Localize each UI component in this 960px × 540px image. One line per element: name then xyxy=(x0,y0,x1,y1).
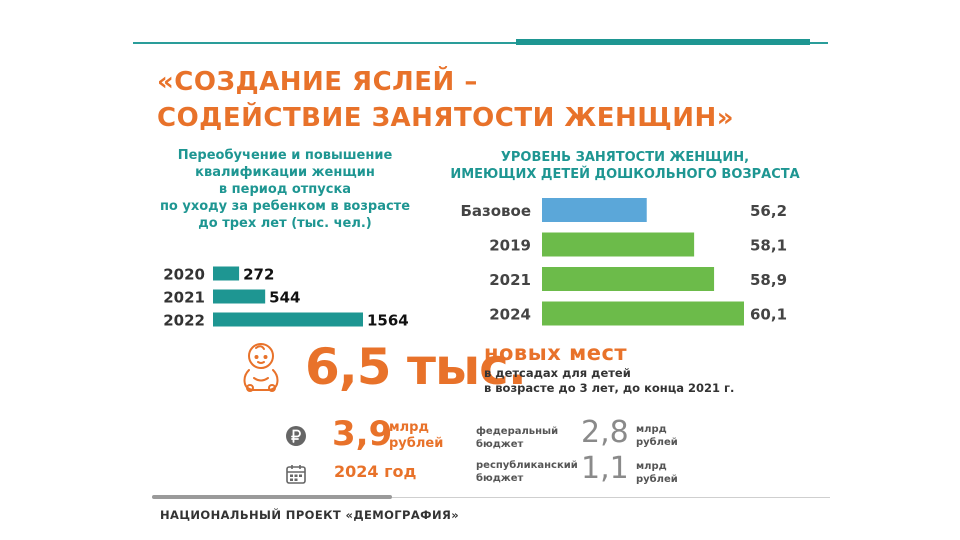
federal-budget-unit: млрд рублей xyxy=(636,423,678,449)
baby-icon xyxy=(243,343,279,392)
retraining-bar xyxy=(213,289,266,304)
federal-budget-unit-line2: рублей xyxy=(636,437,678,448)
employment-title-line: УРОВЕНЬ ЗАНЯТОСТИ ЖЕНЩИН, xyxy=(500,150,750,165)
republic-budget-label-line1: республиканский xyxy=(476,460,578,471)
footer-project-name: НАЦИОНАЛЬНЫЙ ПРОЕКТ «ДЕМОГРАФИЯ» xyxy=(160,508,460,522)
employment-value-label: 58,9 xyxy=(750,271,787,289)
bottom-rule-accent xyxy=(152,495,392,499)
bottom-rule xyxy=(152,497,830,498)
federal-budget-label: федеральный бюджет xyxy=(476,425,558,451)
republic-budget-unit-line1: млрд xyxy=(636,461,667,472)
retraining-year-label: 2020 xyxy=(163,266,205,284)
employment-value-label: 56,2 xyxy=(750,202,787,220)
retraining-bar xyxy=(213,312,363,327)
calendar-icon xyxy=(286,465,306,484)
retraining-title-line: квалификации женщин xyxy=(195,165,375,180)
funding-year: 2024 год xyxy=(334,462,417,481)
retraining-chart-title: Переобучение и повышение квалификации же… xyxy=(130,147,440,232)
employment-category-label: Базовое xyxy=(460,202,531,220)
new-places-line2: в возрасте до 3 лет, до конца 2021 г. xyxy=(484,381,735,395)
employment-bar xyxy=(542,198,647,222)
republic-budget-unit: млрд рублей xyxy=(636,460,678,486)
top-rule xyxy=(133,42,828,44)
employment-value-label: 60,1 xyxy=(750,306,787,324)
employment-category-label: 2021 xyxy=(489,271,531,289)
retraining-title-line: до трех лет (тыс. чел.) xyxy=(198,216,372,231)
employment-bar xyxy=(542,232,695,257)
total-funding-value: 3,9 xyxy=(332,414,393,454)
federal-budget-label-line2: бюджет xyxy=(476,439,524,450)
retraining-value-label: 544 xyxy=(269,289,300,307)
employment-value-label: 58,1 xyxy=(750,237,787,255)
employment-category-label: 2019 xyxy=(489,237,531,255)
new-places-number: 6,5 тыс. xyxy=(305,338,527,396)
retraining-value-label: 1564 xyxy=(367,312,409,330)
employment-bar xyxy=(542,267,715,291)
retraining-bar xyxy=(213,266,240,281)
new-places-headline: новых мест xyxy=(484,341,628,365)
page-title-line1: «СОЗДАНИЕ ЯСЛЕЙ – xyxy=(157,67,478,97)
page-title-line2: СОДЕЙСТВИЕ ЗАНЯТОСТИ ЖЕНЩИН» xyxy=(157,103,735,133)
federal-budget-value: 2,8 xyxy=(581,415,629,450)
retraining-year-label: 2022 xyxy=(163,312,205,330)
total-funding-unit: млрд рублей xyxy=(389,420,443,452)
employment-chart-title: УРОВЕНЬ ЗАНЯТОСТИ ЖЕНЩИН, ИМЕЮЩИХ ДЕТЕЙ … xyxy=(430,149,820,183)
republic-budget-value: 1,1 xyxy=(581,451,629,486)
employment-category-label: 2024 xyxy=(489,306,531,324)
top-rule-accent xyxy=(516,39,810,45)
total-funding-unit-line1: млрд xyxy=(389,420,429,435)
employment-title-line: ИМЕЮЩИХ ДЕТЕЙ ДОШКОЛЬНОГО ВОЗРАСТА xyxy=(450,167,800,182)
retraining-year-label: 2021 xyxy=(163,289,205,307)
page-title: «СОЗДАНИЕ ЯСЛЕЙ – СОДЕЙСТВИЕ ЗАНЯТОСТИ Ж… xyxy=(157,64,777,136)
total-funding-unit-line2: рублей xyxy=(389,436,444,451)
retraining-title-line: в период отпуска xyxy=(218,182,352,197)
federal-budget-unit-line1: млрд xyxy=(636,424,667,435)
new-places-line1: в детсадах для детей xyxy=(484,366,631,380)
retraining-title-line: по уходу за ребенком в возрасте xyxy=(159,199,411,214)
republic-budget-unit-line2: рублей xyxy=(636,474,678,485)
retraining-value-label: 272 xyxy=(243,266,274,284)
new-places-description: в детсадах для детей в возрасте до 3 лет… xyxy=(484,366,784,396)
ruble-icon xyxy=(286,426,306,446)
federal-budget-label-line1: федеральный xyxy=(476,426,559,437)
republic-budget-label: республиканский бюджет xyxy=(476,459,578,485)
employment-bar xyxy=(542,301,744,326)
republic-budget-label-line2: бюджет xyxy=(476,473,524,484)
retraining-title-line: Переобучение и повышение xyxy=(177,148,393,163)
